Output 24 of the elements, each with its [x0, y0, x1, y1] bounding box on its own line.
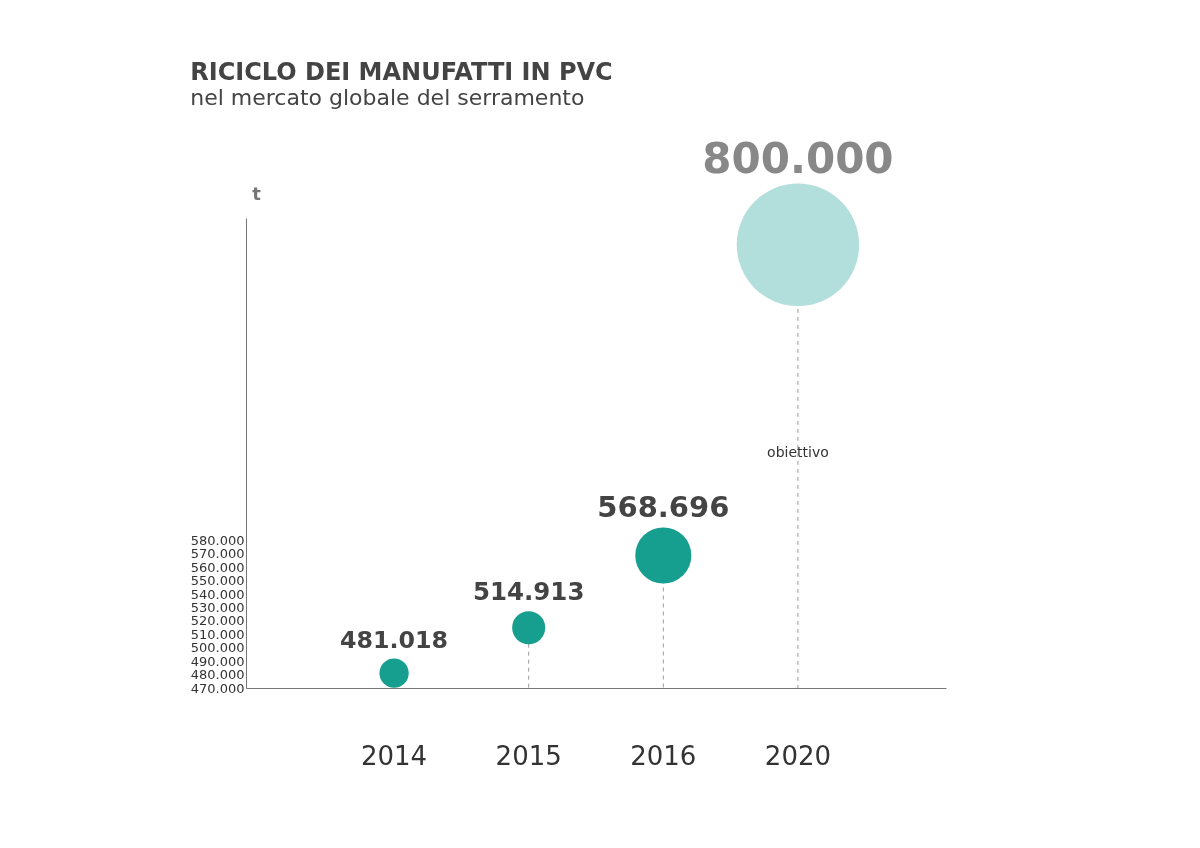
y-tick-label: 560.000 — [190, 559, 245, 575]
y-tick-label: 540.000 — [190, 586, 245, 602]
chart-subtitle: nel mercato globale del serramento — [190, 84, 585, 110]
y-tick-label: 580.000 — [190, 532, 245, 548]
x-tick-label: 2020 — [764, 740, 832, 771]
data-label: 568.696 — [597, 489, 730, 524]
x-tick-label: 2016 — [630, 740, 697, 771]
y-tick-label: 490.000 — [190, 653, 245, 669]
y-tick-label: 480.000 — [190, 667, 245, 683]
data-label: 514.913 — [472, 577, 585, 607]
data-label: 481.018 — [340, 625, 449, 654]
y-tick-label: 520.000 — [190, 613, 245, 629]
y-axis-title: t — [252, 182, 262, 204]
annotation: obiettivo — [767, 444, 829, 460]
y-tick-label: 500.000 — [190, 640, 245, 656]
data-label: 800.000 — [702, 133, 894, 183]
y-tick-label: 470.000 — [190, 680, 245, 696]
y-tick-label: 510.000 — [190, 626, 245, 642]
x-tick-label: 2015 — [495, 740, 562, 771]
chart-title: RICICLO DEI MANUFATTI IN PVC — [190, 57, 613, 86]
x-tick-label: 2014 — [360, 740, 428, 771]
y-tick-label: 530.000 — [190, 599, 245, 615]
y-tick-label: 570.000 — [190, 546, 245, 562]
y-tick-label: 550.000 — [190, 573, 245, 589]
